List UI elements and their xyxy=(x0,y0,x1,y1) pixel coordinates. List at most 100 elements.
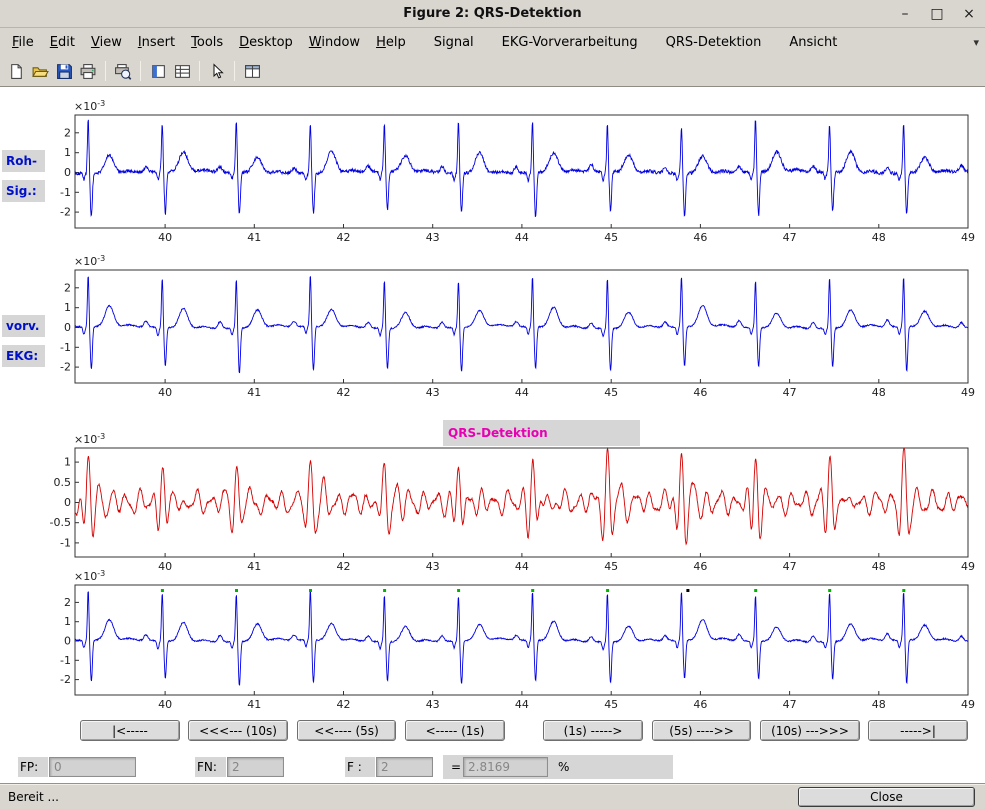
svg-text:47: 47 xyxy=(783,560,797,573)
filtered-signal-plot: ×10-3 40 41 42 43 44 45 46 47 48 49 1 0.5 0 -0.5 -1 xyxy=(50,432,975,573)
menu-window[interactable]: Window xyxy=(308,34,361,50)
result-field[interactable]: 2.8169 xyxy=(463,757,548,777)
property-table-icon[interactable] xyxy=(240,59,264,83)
fn-field[interactable]: 2 xyxy=(227,757,284,777)
menu-file[interactable]: File xyxy=(12,34,34,50)
svg-text:46: 46 xyxy=(693,231,707,244)
svg-text:2: 2 xyxy=(64,596,71,609)
toolbar-separator xyxy=(234,61,235,81)
new-document-icon[interactable] xyxy=(4,59,28,83)
f-field[interactable]: 2 xyxy=(376,757,433,777)
svg-text:44: 44 xyxy=(515,231,529,244)
svg-text:44: 44 xyxy=(515,560,529,573)
jump-to-start-button[interactable]: |<----- xyxy=(80,720,180,741)
figure-canvas: ×10-3 40 41 42 43 44 45 46 47 48 49 2 1 0 -1 -2 ×10-3 40… xyxy=(0,87,985,783)
svg-text:40: 40 xyxy=(158,231,172,244)
maximize-icon[interactable]: □ xyxy=(930,5,944,22)
svg-text:-2: -2 xyxy=(60,361,71,374)
menu-tools[interactable]: Tools xyxy=(191,34,224,50)
print-icon[interactable] xyxy=(76,59,100,83)
svg-text:40: 40 xyxy=(158,386,172,399)
menu-ansicht[interactable]: Ansicht xyxy=(789,34,838,50)
menu-insert[interactable]: Insert xyxy=(137,34,176,50)
svg-text:2: 2 xyxy=(64,281,71,294)
svg-text:0: 0 xyxy=(64,321,71,334)
svg-text:46: 46 xyxy=(693,560,707,573)
preprocessed-ecg-plot: ×10-3 40 41 42 43 44 45 46 47 48 49 2 1 0 -1 -2 xyxy=(60,254,975,399)
forward-10s-button[interactable]: (10s) --->>> xyxy=(760,720,860,741)
svg-text:43: 43 xyxy=(426,386,440,399)
menu-edit[interactable]: Edit xyxy=(49,34,75,50)
qrs-detection-title: QRS-Detektion xyxy=(443,420,640,446)
svg-text:46: 46 xyxy=(693,698,707,711)
open-folder-icon[interactable] xyxy=(28,59,52,83)
svg-text:-1: -1 xyxy=(60,186,71,199)
menu-view[interactable]: View xyxy=(90,34,122,50)
svg-text:44: 44 xyxy=(515,698,529,711)
window-controls: – □ × xyxy=(897,0,977,27)
back-10s-button[interactable]: <<<--- (10s) xyxy=(188,720,288,741)
svg-text:0.5: 0.5 xyxy=(54,476,72,489)
svg-text:×10-3: ×10-3 xyxy=(74,99,105,113)
svg-text:1: 1 xyxy=(64,146,71,159)
jump-to-end-button[interactable]: ----->| xyxy=(868,720,968,741)
back-5s-button[interactable]: <<---- (5s) xyxy=(297,720,396,741)
preprocessed-label-line1: vorv. xyxy=(2,315,45,337)
status-bar: Bereit ... Close xyxy=(0,783,985,809)
svg-text:48: 48 xyxy=(872,698,886,711)
svg-text:42: 42 xyxy=(337,560,351,573)
svg-text:-1: -1 xyxy=(60,341,71,354)
close-icon[interactable]: × xyxy=(963,5,975,22)
save-icon[interactable] xyxy=(52,59,76,83)
menu-ekg-vorverarbeitung[interactable]: EKG-Vorverarbeitung xyxy=(501,34,638,50)
status-text: Bereit ... xyxy=(8,789,59,804)
svg-text:0: 0 xyxy=(64,635,71,648)
legend-icon[interactable] xyxy=(170,59,194,83)
raw-signal-label-line2: Sig.: xyxy=(2,180,45,202)
close-button[interactable]: Close xyxy=(798,787,975,807)
menu-qrs-detektion[interactable]: QRS-Detektion xyxy=(665,34,762,50)
svg-text:1: 1 xyxy=(64,301,71,314)
fn-label: FN: xyxy=(195,757,226,777)
svg-text:43: 43 xyxy=(426,698,440,711)
svg-text:49: 49 xyxy=(961,560,975,573)
svg-text:-2: -2 xyxy=(60,673,71,686)
forward-1s-button[interactable]: (1s) -----> xyxy=(543,720,643,741)
preprocessed-label-line2: EKG: xyxy=(2,345,45,367)
forward-5s-button[interactable]: (5s) ---->> xyxy=(652,720,751,741)
svg-text:49: 49 xyxy=(961,698,975,711)
percent-label: % xyxy=(558,760,570,774)
svg-text:46: 46 xyxy=(693,386,707,399)
menu-help[interactable]: Help xyxy=(376,34,406,50)
fp-field[interactable]: 0 xyxy=(49,757,136,777)
svg-text:41: 41 xyxy=(247,698,261,711)
print-preview-icon[interactable] xyxy=(111,59,135,83)
svg-text:×10-3: ×10-3 xyxy=(74,254,105,268)
title-bar: Figure 2: QRS-Detektion – □ × xyxy=(0,0,985,28)
colorbar-icon[interactable] xyxy=(146,59,170,83)
toolbar xyxy=(0,56,985,87)
toolbar-separator xyxy=(105,61,106,81)
menu-signal[interactable]: Signal xyxy=(433,34,474,50)
svg-text:45: 45 xyxy=(604,386,618,399)
detection-result-plot: ×10-3 40 41 42 43 44 45 46 47 48 49 2 1 0 -1 -2 xyxy=(60,569,975,711)
svg-text:41: 41 xyxy=(247,231,261,244)
svg-text:48: 48 xyxy=(872,386,886,399)
back-1s-button[interactable]: <----- (1s) xyxy=(405,720,505,741)
svg-text:-1: -1 xyxy=(60,654,71,667)
svg-text:42: 42 xyxy=(337,231,351,244)
edit-plot-icon[interactable] xyxy=(205,59,229,83)
minimize-icon[interactable]: – xyxy=(901,5,909,22)
menu-overflow-icon[interactable]: ▾ xyxy=(973,35,979,49)
svg-text:47: 47 xyxy=(783,386,797,399)
svg-text:45: 45 xyxy=(604,698,618,711)
svg-text:43: 43 xyxy=(426,231,440,244)
svg-text:-0.5: -0.5 xyxy=(50,516,71,529)
svg-text:42: 42 xyxy=(337,386,351,399)
menu-desktop[interactable]: Desktop xyxy=(239,34,293,50)
menu-bar: File Edit View Insert Tools Desktop Window Help… xyxy=(0,28,985,56)
svg-text:2: 2 xyxy=(64,126,71,139)
svg-text:42: 42 xyxy=(337,698,351,711)
svg-text:48: 48 xyxy=(872,560,886,573)
svg-text:41: 41 xyxy=(247,386,261,399)
